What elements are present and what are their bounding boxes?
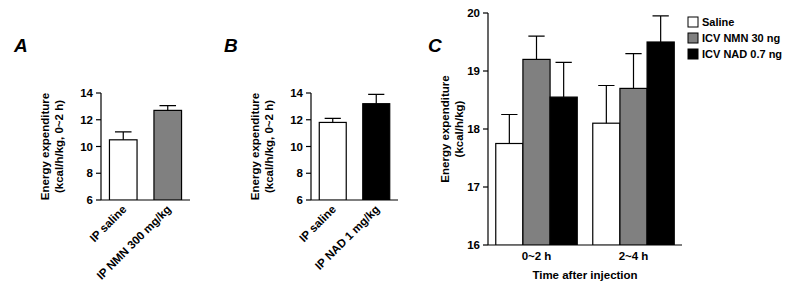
y-tick [96,146,101,147]
panel: A Energy expenditure(kcal/h/kg, 0~2 h) 6 8 1… [13,35,190,282]
y-tick-label: 8 [297,167,304,179]
error-bar [159,106,176,111]
y-axis-label-line: Energy expenditure [249,93,261,200]
figure: AEnergy expenditure(kcal/h/kg, 0~2 h)681… [0,0,792,306]
y-tick [306,199,311,200]
x-tick-label: IP NAD 1 mg/kg [313,203,382,272]
bar [496,144,523,246]
y-tick-label: 16 [467,239,480,251]
bar [647,42,674,245]
y-axis-label-line: (kcal/h/kg) [453,100,465,157]
x-axis-label: Time after injection [532,269,637,281]
x-tick-label: IP NMN 300 mg/kg [94,203,173,282]
y-tick [483,244,488,245]
bar [550,97,577,245]
bar [154,110,182,200]
legend-label: ICV NMN 30 ng [702,32,780,44]
legend-swatch [688,49,698,59]
y-tick-label: 12 [290,114,303,126]
bar [363,104,390,200]
bar [593,123,620,245]
y-axis-label-line: (kcal/h/kg, 0~2 h) [53,100,65,193]
panel-letter: C [428,35,442,56]
x-tick-label: 2~4 h [619,250,649,262]
y-tick-label: 10 [290,141,303,153]
y-tick-label: 20 [467,7,480,19]
y-tick-label: 14 [290,87,303,99]
panel-letter: A [13,35,28,56]
error-bar [625,54,641,89]
legend-label: ICV NAD 0.7 ng [702,48,782,60]
y-tick [96,92,101,93]
legend-swatch [688,17,698,27]
y-tick-label: 8 [87,167,94,179]
y-tick [306,146,311,147]
y-tick [483,12,488,13]
bar [109,140,137,200]
y-tick [96,119,101,120]
x-tick-label: 0~2 h [522,250,552,262]
error-bar [368,94,384,103]
error-bar [598,86,614,124]
bar [319,122,346,200]
y-tick [96,173,101,174]
panel-letter: B [224,35,238,56]
y-tick [483,186,488,187]
y-axis-line [487,13,488,245]
plot-area [319,94,389,200]
y-tick [483,70,488,71]
y-tick [306,173,311,174]
y-tick [306,119,311,120]
y-tick-label: 18 [467,123,480,135]
y-tick-label: 6 [297,194,303,206]
y-tick [483,128,488,129]
y-tick-label: 17 [467,181,480,193]
y-axis-label: Energy expenditure(kcal/h/kg, 0~2 h) [249,93,275,200]
error-bar [653,16,669,42]
y-axis-line [100,93,101,200]
y-tick-label: 12 [80,114,93,126]
y-tick [306,92,311,93]
y-axis-label: Energy expenditure(kcal/h/kg) [439,75,465,182]
error-bar [556,62,572,97]
y-tick-label: 6 [87,194,93,206]
panel: B Energy expenditure(kcal/h/kg, 0~2 h) 6 8 1… [224,35,398,272]
y-tick-label: 14 [80,87,93,99]
y-axis-label-line: Energy expenditure [439,75,451,182]
y-axis-label-line: Energy expenditure [39,93,51,200]
panel: C Energy expenditure(kcal/h/kg) 16 17 18 19 20… [428,7,782,281]
error-bar [115,132,132,140]
x-tick-label: IP saline [297,203,338,244]
error-bar [325,118,341,122]
legend-label: Saline [702,16,734,28]
y-axis-label-line: (kcal/h/kg, 0~2 h) [263,100,275,193]
y-tick-label: 10 [80,141,93,153]
y-axis-label: Energy expenditure(kcal/h/kg, 0~2 h) [39,93,65,200]
y-tick-label: 19 [467,65,480,77]
plot-area [109,106,181,200]
error-bar [501,115,517,144]
bar [523,59,550,245]
x-tick-label: IP saline [87,203,128,244]
legend: Saline ICV NMN 30 ng ICV NAD 0.7 ng [688,16,782,60]
bar [620,88,647,245]
y-tick [96,199,101,200]
y-axis-line [310,93,311,200]
error-bar [528,36,544,59]
legend-swatch [688,33,698,43]
plot-area [496,16,674,245]
